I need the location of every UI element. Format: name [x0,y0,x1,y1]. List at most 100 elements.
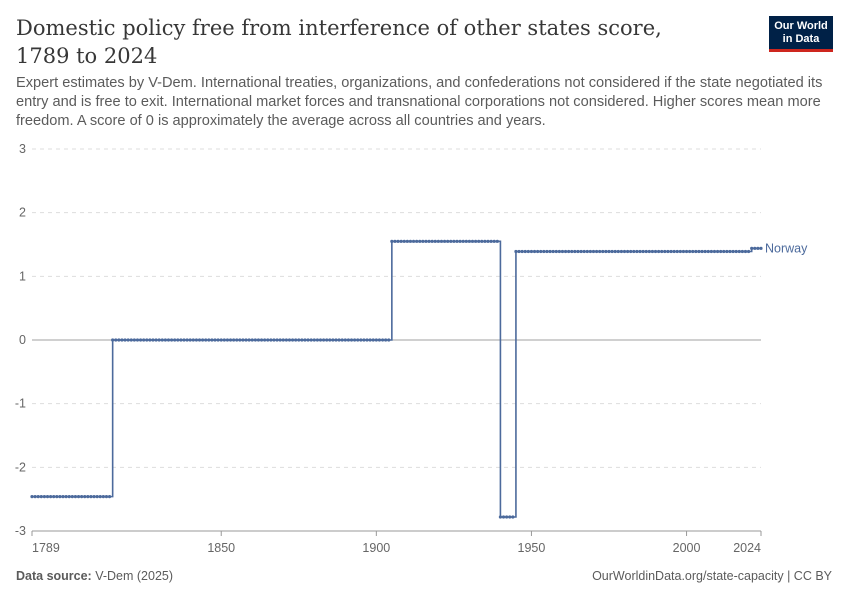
data-point [52,495,56,499]
data-point [83,495,87,499]
source-url[interactable]: OurWorldinData.org/state-capacity | CC B… [592,569,832,583]
data-point [340,338,344,342]
data-point [337,338,341,342]
data-point [309,338,313,342]
data-point [653,249,658,254]
data-point [331,338,335,342]
data-point [501,515,506,519]
data-point [197,338,202,342]
data-point [607,249,611,254]
data-point [387,338,391,342]
data-point [281,338,285,342]
data-point [408,239,413,243]
data-point [467,239,471,243]
data-point [464,239,468,243]
data-point [179,338,183,342]
data-point [666,249,670,254]
data-point [657,249,661,254]
x-tick-label: 1900 [362,541,390,555]
data-point [746,249,751,254]
data-point [129,338,133,342]
y-tick-label: -3 [15,524,26,538]
y-tick-label: 3 [19,142,26,156]
data-point [275,338,279,342]
data-point [207,338,211,342]
data-point [384,338,388,342]
data-point [582,249,586,254]
data-point [89,495,93,499]
data-point [523,249,527,254]
data-point [284,338,288,342]
data-point [505,515,509,519]
data-point [294,338,298,342]
data-point [45,495,50,499]
data-point [585,249,589,254]
data-source-value[interactable]: V-Dem (2025) [95,569,174,583]
data-point [135,338,140,342]
data-point [660,249,664,254]
data-point [706,249,710,254]
data-point [138,338,143,342]
data-point [694,249,698,254]
data-point [427,239,431,243]
data-point [219,338,223,342]
data-point [678,249,682,254]
logo-line-2: in Data [782,33,820,45]
data-point [201,338,205,342]
data-point [120,338,124,342]
data-point [722,249,726,254]
data-point [145,338,149,342]
data-point [318,338,323,342]
data-point [169,338,174,342]
data-point [424,239,428,243]
data-point [95,495,99,499]
data-point [725,249,729,254]
data-point [263,338,267,342]
x-tick-label: 2000 [673,541,701,555]
data-point [359,338,363,342]
data-point [176,338,180,342]
data-point [256,338,261,342]
data-point [461,239,465,243]
x-tick-label: 2024 [733,541,761,555]
data-point [36,495,40,499]
data-point [269,338,273,342]
data-point [700,249,704,254]
data-point [452,239,456,243]
y-tick-label: 0 [19,333,26,347]
data-point [30,495,34,499]
data-point [188,338,192,342]
data-point [163,338,167,342]
data-point [622,249,627,254]
data-point [250,338,254,342]
data-point [480,239,484,243]
data-point [185,338,189,342]
data-point [228,338,233,342]
data-point [67,495,71,499]
data-point [495,239,499,243]
data-point [126,338,130,342]
data-source-label: Data source: [16,569,92,583]
data-point [297,338,301,342]
data-point [719,249,723,254]
data-point [107,495,112,499]
data-point [49,495,53,499]
owid-logo[interactable]: Our World in Data [769,16,833,52]
data-point [76,495,81,499]
data-point [517,249,521,254]
data-point [368,338,372,342]
chart-subtitle: Expert estimates by V-Dem. International… [16,75,823,129]
data-point [526,249,530,254]
data-point [402,239,406,243]
data-point [483,239,487,243]
data-point [616,249,620,254]
data-point [315,338,319,342]
data-point [232,338,236,342]
data-point [166,338,171,342]
data-point [222,338,226,342]
data-point [300,338,304,342]
data-point [539,249,543,254]
data-point [532,249,537,254]
data-point [418,239,422,243]
